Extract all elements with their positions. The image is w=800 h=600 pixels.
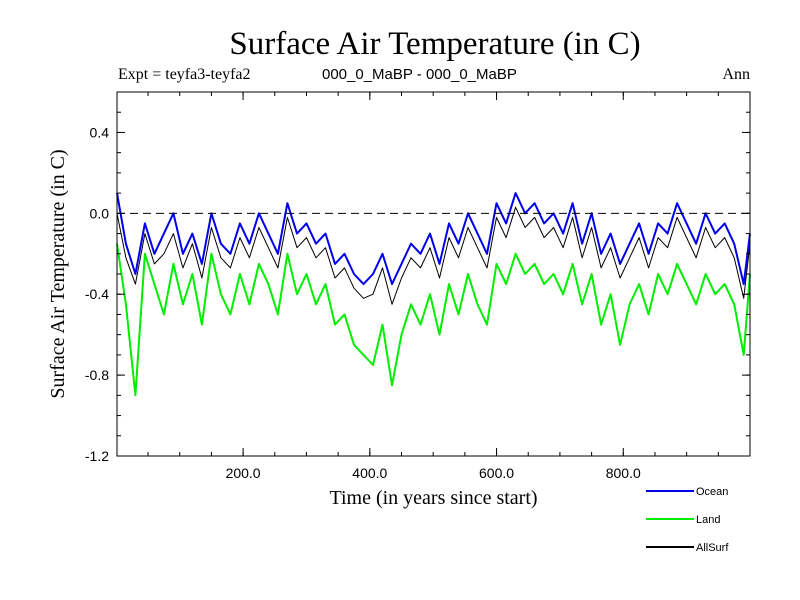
x-tick-label: 800.0: [606, 465, 641, 481]
x-tick-label: 400.0: [352, 465, 387, 481]
period-label: 000_0_MaBP - 000_0_MaBP: [322, 66, 517, 83]
season-label: Ann: [722, 66, 750, 83]
legend: Ocean Land AllSurf: [646, 486, 729, 554]
y-tick-label: -0.8: [85, 367, 109, 383]
y-tick-label: -0.4: [85, 286, 109, 302]
series-line-allsurf: [116, 206, 751, 305]
chart-title: Surface Air Temperature (in C): [229, 26, 641, 62]
series-layer: [116, 192, 751, 397]
ticks-layer: -1.2 -0.8 -0.4 0.0 0.4 200.0 400.0 600.0 800.0: [85, 91, 750, 481]
y-tick-label: 0.4: [90, 124, 110, 140]
plot-frame: [116, 91, 751, 457]
series-line-land: [116, 243, 751, 397]
series-line-ocean: [116, 192, 751, 286]
x-tick-label: 600.0: [479, 465, 514, 481]
legend-label-ocean: Ocean: [696, 486, 728, 498]
x-tick-label: 200.0: [226, 465, 261, 481]
legend-label-allsurf: AllSurf: [696, 542, 729, 554]
y-tick-label: 0.0: [90, 205, 110, 221]
legend-label-land: Land: [696, 514, 720, 526]
x-axis-label: Time (in years since start): [329, 487, 537, 509]
y-axis-label: Surface Air Temperature (in C): [47, 149, 69, 398]
y-tick-label: -1.2: [85, 448, 109, 464]
experiment-label: Expt = teyfa3-teyfa2: [118, 66, 251, 83]
